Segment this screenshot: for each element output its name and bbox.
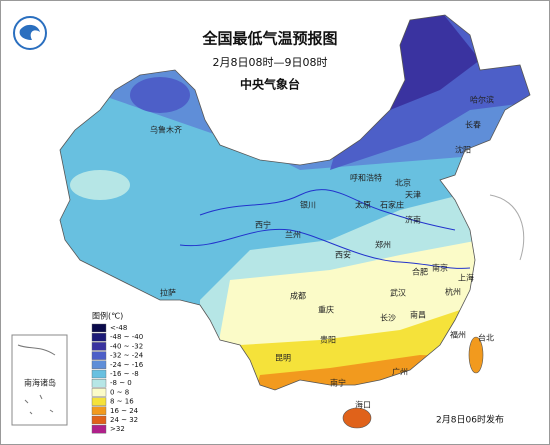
legend-swatch: [91, 415, 107, 425]
city: 哈尔滨: [470, 95, 494, 105]
city: 武汉: [390, 288, 406, 298]
legend-label: 8 ~ 16: [110, 398, 134, 406]
legend-swatch: [91, 388, 107, 397]
legend-swatch: [91, 379, 107, 388]
legend-label: >32: [110, 425, 125, 433]
taiwan: [468, 336, 484, 374]
korea-coast: [489, 194, 525, 261]
legend-swatch: [91, 369, 107, 379]
legend-label: -40 ~ -32: [110, 342, 143, 350]
city: 广州: [392, 367, 408, 377]
city: 昆明: [275, 354, 291, 363]
legend-label: 0 ~ 8: [110, 388, 129, 396]
city: 呼和浩特: [350, 173, 382, 183]
agency: 中央气象台: [240, 77, 300, 92]
city: 太原: [355, 200, 371, 210]
legend-swatch: [91, 351, 107, 360]
city: 海口: [355, 400, 371, 410]
legend-swatch: [91, 406, 107, 415]
city: 西安: [335, 250, 351, 260]
legend-label: 24 ~ 32: [110, 416, 138, 424]
city: 长沙: [380, 313, 396, 323]
legend-swatch: [91, 425, 107, 434]
inset-frame: [11, 334, 68, 426]
city: 合肥: [412, 267, 428, 277]
city: 南昌: [410, 310, 426, 320]
city: 上海: [458, 273, 474, 283]
legend-swatch: [91, 397, 107, 406]
legend-swatch: [91, 360, 107, 369]
city: 沈阳: [455, 145, 471, 155]
logo-mark: [19, 24, 40, 40]
city: 济南: [405, 215, 421, 225]
legend-label: <-48: [110, 324, 127, 332]
legend-label: -16 ~ -8: [110, 370, 139, 378]
issue-time: 2月8日06时发布: [436, 414, 504, 426]
city: 台北: [478, 333, 494, 343]
country-border: [59, 14, 531, 391]
legend-swatch: [91, 342, 107, 351]
city: 郑州: [375, 240, 391, 250]
city: 成都: [290, 291, 306, 301]
city: 南宁: [330, 378, 346, 388]
legend-swatch: [91, 323, 107, 333]
legend: 图例(℃) <-48-48 ~ -40-40 ~ -32 -32 ~ -24-24…: [91, 311, 144, 434]
city: 重庆: [318, 305, 334, 315]
inset-islands: [17, 344, 56, 415]
city-labels: 乌鲁木齐 哈尔滨 长春 沈阳 呼和浩特 北京 天津 石家庄 太原 济南 银川 西…: [150, 95, 494, 410]
city: 天津: [405, 190, 421, 200]
city: 福州: [450, 331, 466, 340]
legend-title: 图例(℃): [92, 311, 123, 321]
city: 银川: [300, 200, 316, 210]
legend-label: -32 ~ -24: [110, 352, 144, 360]
inset-label: 南海诸岛: [24, 378, 56, 388]
hainan: [342, 407, 372, 429]
legend-label: -8 ~ 0: [110, 379, 132, 387]
city: 乌鲁木齐: [150, 125, 182, 135]
river: [179, 228, 471, 269]
river: [199, 189, 456, 231]
city: 南京: [432, 263, 448, 273]
city: 石家庄: [380, 200, 404, 210]
city: 北京: [395, 178, 411, 188]
title: 全国最低气温预报图: [201, 30, 337, 48]
city: 兰州: [285, 230, 301, 240]
city: 杭州: [445, 287, 461, 297]
legend-label: -24 ~ -16: [110, 361, 144, 369]
legend-label: -48 ~ -40: [110, 333, 143, 341]
city: 贵阳: [320, 335, 336, 345]
city: 西宁: [255, 220, 271, 230]
city: 长春: [465, 120, 481, 130]
city: 拉萨: [160, 288, 176, 298]
legend-swatch: [91, 333, 107, 342]
legend-label: 16 ~ 24: [110, 407, 139, 415]
period: 2月8日08时—9日08时: [213, 56, 328, 69]
